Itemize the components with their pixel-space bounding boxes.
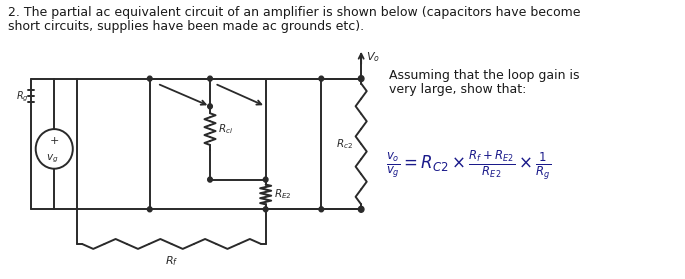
Circle shape bbox=[319, 76, 323, 81]
Text: +: + bbox=[49, 136, 59, 146]
Circle shape bbox=[208, 177, 212, 182]
Text: $R_g$: $R_g$ bbox=[16, 89, 29, 104]
Text: $\frac{v_o}{v_g} = R_{C2} \times \frac{R_f + R_{E2}}{R_{E2}} \times \frac{1}{R_g: $\frac{v_o}{v_g} = R_{C2} \times \frac{R… bbox=[386, 148, 551, 182]
Circle shape bbox=[358, 206, 364, 212]
Text: very large, show that:: very large, show that: bbox=[389, 83, 526, 96]
Text: $V_o$: $V_o$ bbox=[366, 50, 379, 64]
Text: short circuits, supplies have been made ac grounds etc).: short circuits, supplies have been made … bbox=[8, 20, 364, 33]
Circle shape bbox=[263, 177, 268, 182]
Circle shape bbox=[263, 207, 268, 212]
Text: $v_g$: $v_g$ bbox=[46, 153, 59, 165]
Circle shape bbox=[208, 76, 212, 81]
Text: 2. The partial ac equivalent circuit of an amplifier is shown below (capacitors : 2. The partial ac equivalent circuit of … bbox=[8, 6, 580, 19]
Circle shape bbox=[208, 104, 212, 109]
Circle shape bbox=[358, 76, 364, 81]
Text: $R_{ci}$: $R_{ci}$ bbox=[219, 122, 234, 136]
Text: $R_{c2}$: $R_{c2}$ bbox=[336, 137, 353, 151]
Circle shape bbox=[147, 207, 152, 212]
Text: $R_{E2}$: $R_{E2}$ bbox=[274, 187, 292, 201]
Circle shape bbox=[319, 207, 323, 212]
Circle shape bbox=[147, 76, 152, 81]
Text: Assuming that the loop gain is: Assuming that the loop gain is bbox=[389, 69, 580, 82]
Text: $R_f$: $R_f$ bbox=[165, 254, 178, 268]
